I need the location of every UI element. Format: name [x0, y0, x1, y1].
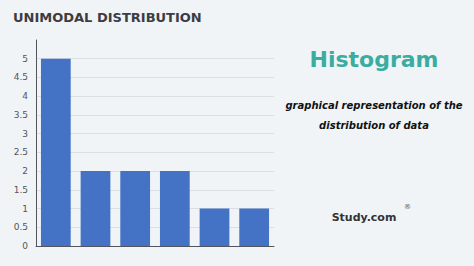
- svg-text:3: 3: [22, 129, 28, 139]
- svg-text:®: ®: [404, 203, 411, 211]
- svg-text:Study.com: Study.com: [332, 211, 397, 224]
- svg-text:Histogram: Histogram: [309, 47, 438, 72]
- svg-text:4: 4: [22, 91, 28, 101]
- svg-text:2: 2: [22, 166, 28, 176]
- svg-text:3.5: 3.5: [14, 110, 28, 120]
- svg-text:0.5: 0.5: [14, 222, 28, 232]
- svg-text:distribution of data: distribution of data: [319, 120, 429, 131]
- svg-text:2.5: 2.5: [14, 147, 28, 157]
- svg-text:5: 5: [22, 54, 28, 64]
- svg-text:graphical representation of th: graphical representation of the: [285, 100, 462, 111]
- svg-text:UNIMODAL DISTRIBUTION: UNIMODAL DISTRIBUTION: [13, 10, 202, 25]
- svg-text:1.5: 1.5: [14, 185, 28, 195]
- svg-text:0: 0: [22, 241, 28, 251]
- svg-text:4.5: 4.5: [14, 72, 28, 82]
- svg-text:1: 1: [22, 204, 28, 214]
